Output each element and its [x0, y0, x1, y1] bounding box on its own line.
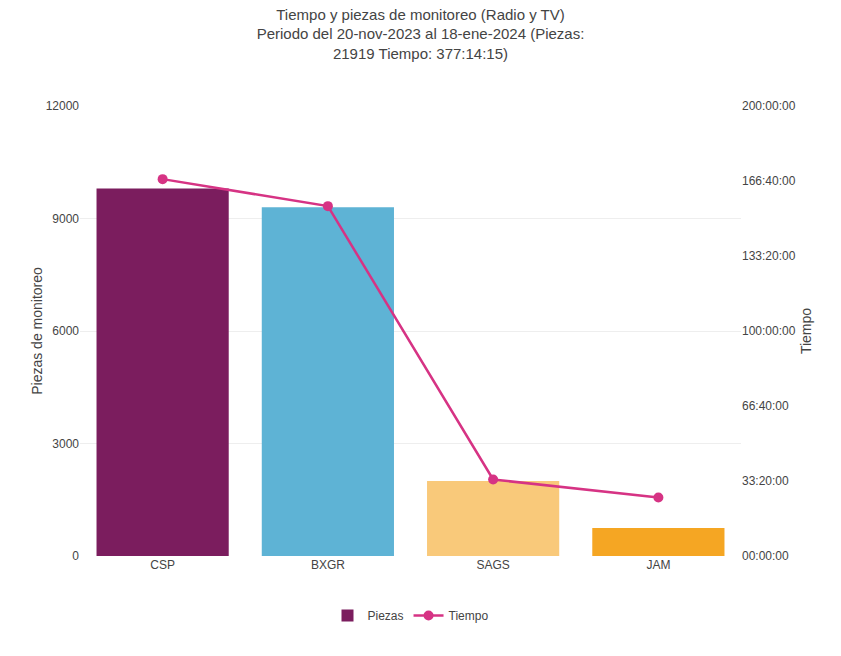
svg-text:12000: 12000	[46, 99, 80, 113]
svg-text:Tiempo: Tiempo	[798, 308, 814, 354]
svg-text:33:20:00: 33:20:00	[742, 474, 789, 488]
svg-text:9000: 9000	[52, 212, 79, 226]
svg-text:SAGS: SAGS	[476, 558, 509, 572]
svg-text:00:00:00: 00:00:00	[742, 549, 789, 563]
svg-text:66:40:00: 66:40:00	[742, 399, 789, 413]
svg-text:JAM: JAM	[646, 558, 670, 572]
svg-text:6000: 6000	[52, 324, 79, 338]
svg-text:100:00:00: 100:00:00	[742, 324, 796, 338]
svg-text:0: 0	[72, 549, 79, 563]
svg-text:Tiempo: Tiempo	[449, 609, 489, 623]
svg-text:Piezas: Piezas	[368, 609, 404, 623]
svg-text:CSP: CSP	[150, 558, 175, 572]
svg-text:Piezas de monitoreo: Piezas de monitoreo	[29, 267, 45, 395]
svg-text:133:20:00: 133:20:00	[742, 249, 796, 263]
svg-text:BXGR: BXGR	[311, 558, 345, 572]
svg-text:200:00:00: 200:00:00	[742, 99, 796, 113]
svg-text:166:40:00: 166:40:00	[742, 174, 796, 188]
svg-text:Tiempo y piezas de monitoreo (: Tiempo y piezas de monitoreo (Radio y TV…	[257, 6, 585, 62]
svg-text:3000: 3000	[52, 437, 79, 451]
